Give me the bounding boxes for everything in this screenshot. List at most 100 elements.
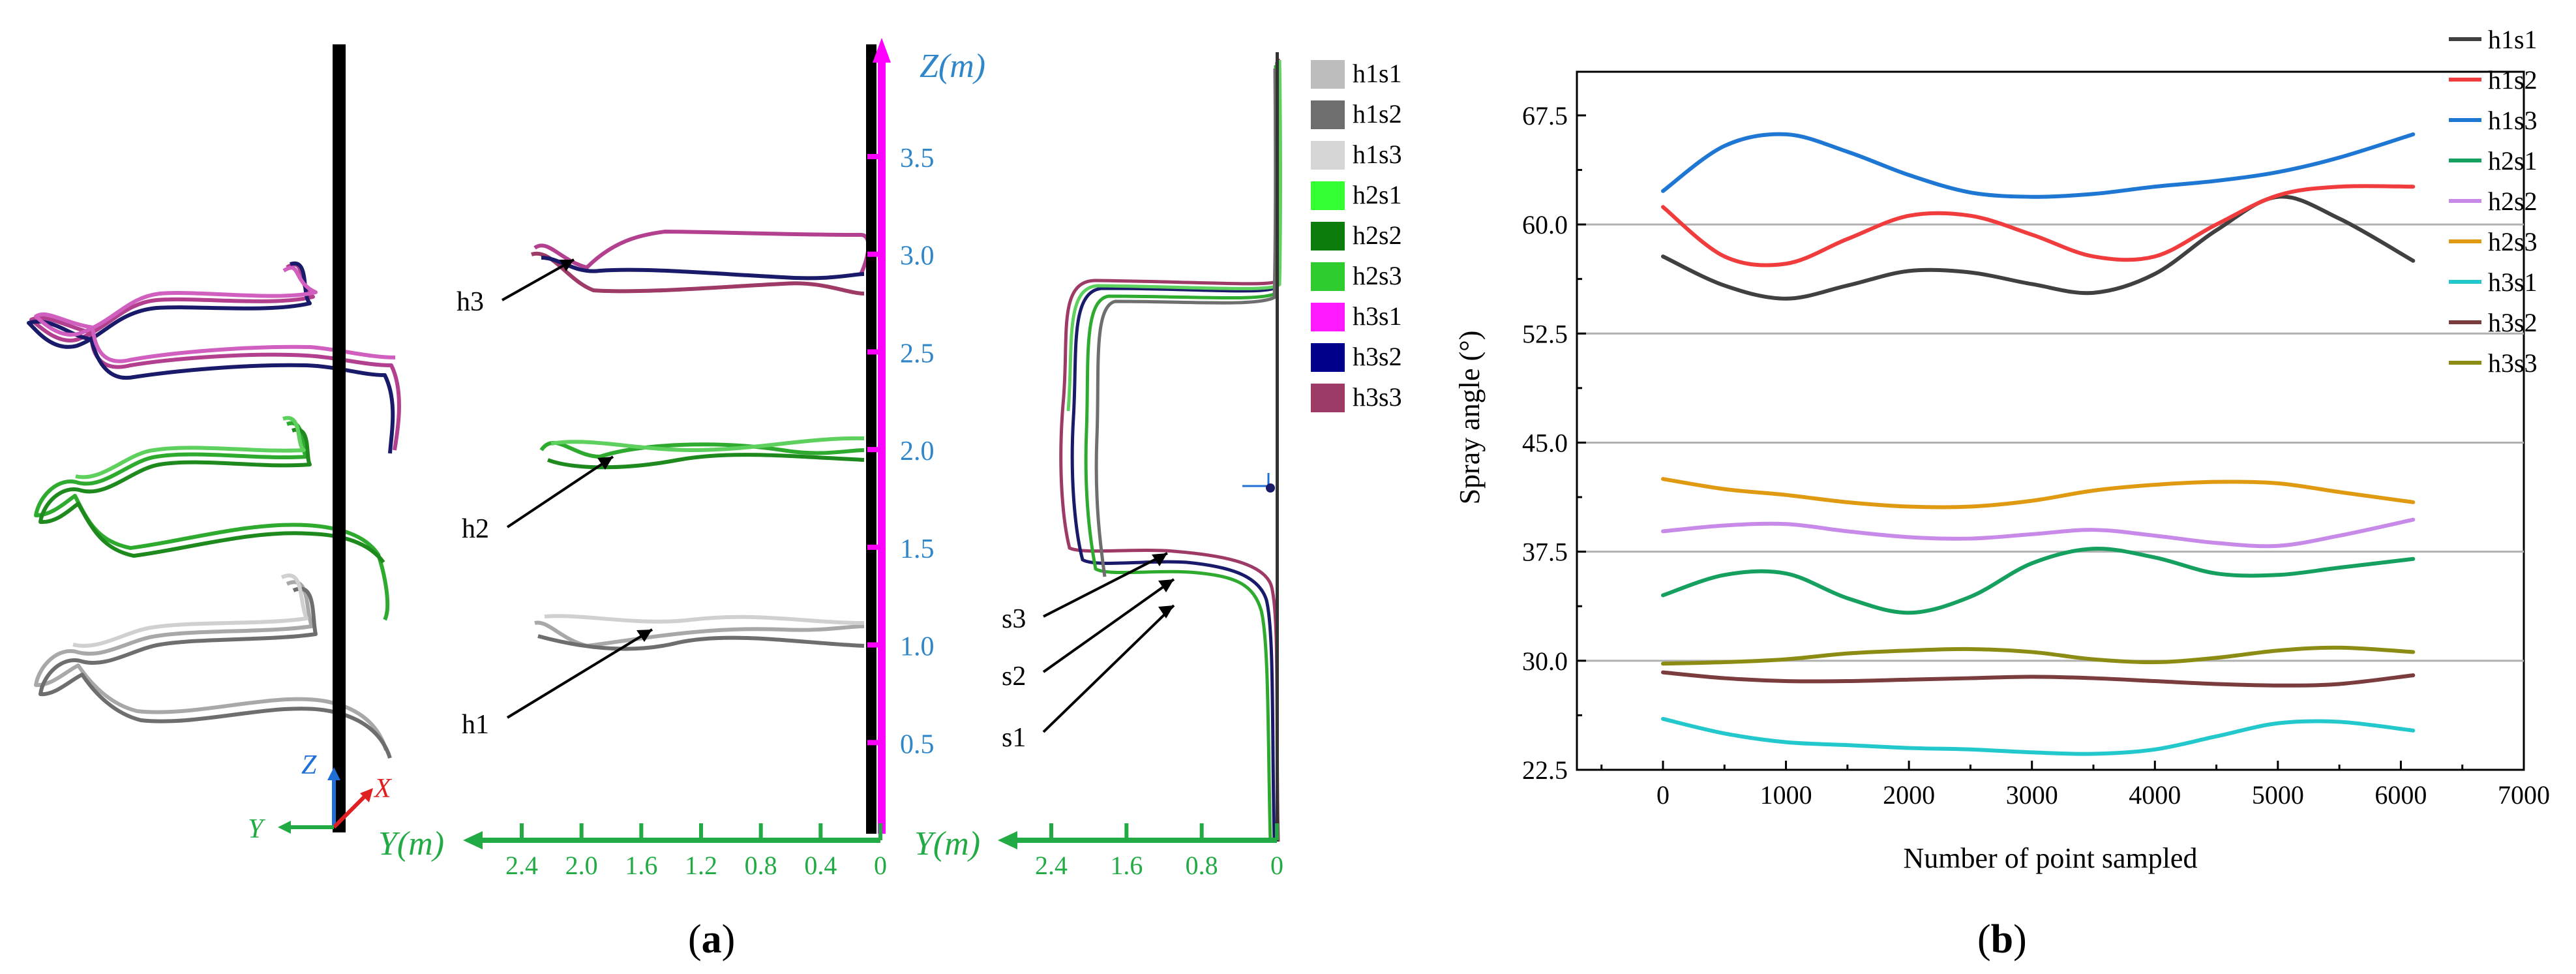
x-tick-label: 5000 [2252,780,2304,810]
legend-swatch [1311,303,1345,331]
z-tick-mark [867,447,884,453]
panel-b-line-chart: 22.5 30.0 37.5 45.0 52.5 60.0 67.5 0 1000 2000 30… [1454,25,2550,962]
triad-y-label: Y [248,814,266,844]
gridlines [1577,223,2524,662]
plot-frame [1576,70,2525,771]
legend-label: h3s1 [1353,301,1402,331]
legend-swatch [1311,343,1345,372]
x-tick-label: 4000 [2129,780,2181,810]
speed-annotations: s3 s2 s1 [1002,552,1175,753]
panel-a-trajectories: Z X Y Z(m) 0.5 1.0 1.5 2.0 2.5 3.0 3.5 [27,38,1402,962]
y-axis-label-middle: Y(m) [378,825,444,862]
y-tick-label: 60.0 [1522,210,1568,239]
z-tick-label: 2.0 [900,436,935,466]
triad-x-label: X [373,774,393,804]
series-line-h2s3 [1661,477,2416,510]
x-tick-label: 6000 [2374,780,2427,810]
legend-swatch [1311,141,1345,170]
legend-label: h1s2 [1353,99,1402,129]
x-tick-label: 0 [1656,780,1670,810]
label-s3: s3 [1002,604,1026,634]
y-axis-title: Spray angle (°) [1454,331,1486,505]
y-axis-ticks: 22.5 30.0 37.5 45.0 52.5 60.0 67.5 [1522,101,1586,785]
series-line-h1s2 [1661,184,2416,267]
coordinate-triad: Z X Y [248,750,393,844]
z-tick-mark [867,642,884,648]
caption-a: (a) [688,917,735,962]
x-tick-label: 1000 [1760,780,1812,810]
series-lines [1661,132,2416,756]
label-s2: s2 [1002,662,1026,692]
z-tick-label: 3.0 [900,241,935,271]
y-tick-label: 2.4 [1035,851,1068,880]
legend-swatch [1311,384,1345,412]
y-ticks-middle: 2.4 2.0 1.6 1.2 0.8 0.4 0 [505,823,887,880]
series-line-h3s2 [1661,670,2416,688]
legend-label: h3s2 [1353,342,1402,371]
label-s1: s1 [1002,723,1026,753]
legend-swatch [1311,60,1345,89]
legend-label: h1s3 [1353,140,1402,169]
right-nozzle-tube [1276,52,1279,842]
legend-label: h2s3 [2488,227,2538,256]
y-tick-label: 52.5 [1522,319,1568,348]
z-axis-label: Z(m) [920,48,985,85]
middle-view-h3-bundle [531,229,871,296]
legend-label: h2s2 [2488,187,2538,216]
legend-label: h2s1 [1353,180,1402,209]
y-tick-label: 0.8 [745,851,777,880]
z-tick-mark [867,251,884,257]
legend-label: h1s1 [2488,25,2538,54]
middle-view-h2-bundle [539,436,865,470]
z-tick-label: 1.5 [900,534,935,564]
legend-label: h1s3 [2488,106,2538,135]
y-tick-label: 37.5 [1522,538,1568,567]
series-line-h3s1 [1661,716,2416,756]
series-line-h1s1 [1661,194,2416,301]
z-tick-mark [867,349,884,355]
z-tick-label: 2.5 [900,339,935,369]
z-axis: Z(m) 0.5 1.0 1.5 2.0 2.5 3.0 3.5 [867,38,985,834]
y-axis-label-right: Y(m) [914,825,980,862]
y-tick-label: 22.5 [1522,755,1568,785]
y-tick-label: 1.6 [625,851,657,880]
series-line-h3s3 [1661,645,2416,666]
left-nozzle-tube [333,44,346,832]
x-axis-title: Number of point sampled [1904,842,2198,874]
x-tick-label: 2000 [1883,780,1935,810]
legend-swatch [1311,181,1345,210]
label-h3: h3 [457,287,484,317]
legend-label: h3s3 [1353,382,1402,412]
y-tick-label: 0 [1270,851,1283,880]
legend-label: h3s1 [2488,267,2538,297]
triad-z-label: Z [301,750,317,780]
right-view-mini-triad [1242,473,1275,493]
y-tick-label: 0 [874,851,887,880]
legend-label: h3s3 [2488,348,2538,378]
series-line-h2s1 [1661,547,2416,615]
legend-panel-a: h1s1 h1s2 h1s3 h2s1 h2s2 h2s3 h3s1 h3s2 h3s3 [1311,59,1402,412]
z-tick-label: 3.5 [900,144,935,174]
legend-panel-b: h1s1 h1s2 h1s3 h2s1 h2s2 h2s3 h3s1 h3s2 h3s3 [2449,25,2538,378]
legend-label: h2s3 [1353,261,1402,290]
x-tick-label: 3000 [2006,780,2058,810]
legend-swatch [1311,100,1345,129]
legend-swatch [1311,222,1345,251]
height-annotations: h3 h2 h1 [457,258,653,740]
z-tick-mark [867,740,884,746]
series-line-h1s3 [1661,132,2416,199]
caption-b: (b) [1977,917,2027,962]
x-axis-ticks: 0 1000 2000 3000 4000 5000 6000 7000 [1600,761,2550,810]
label-h1: h1 [462,710,489,740]
y-tick-label: 45.0 [1522,428,1568,457]
y-ticks-right: 2.4 1.6 0.8 0 [1035,823,1283,880]
left-view-h1-bundle [34,573,392,759]
z-tick-mark [867,544,884,550]
y-axis-right: Y(m) 2.4 1.6 0.8 0 [914,823,1283,880]
legend-label: h2s1 [2488,146,2538,175]
middle-nozzle-tube [866,44,876,834]
x-tick-label: 7000 [2498,780,2550,810]
y-tick-label: 1.2 [685,851,717,880]
z-tick-label: 1.0 [900,632,935,662]
